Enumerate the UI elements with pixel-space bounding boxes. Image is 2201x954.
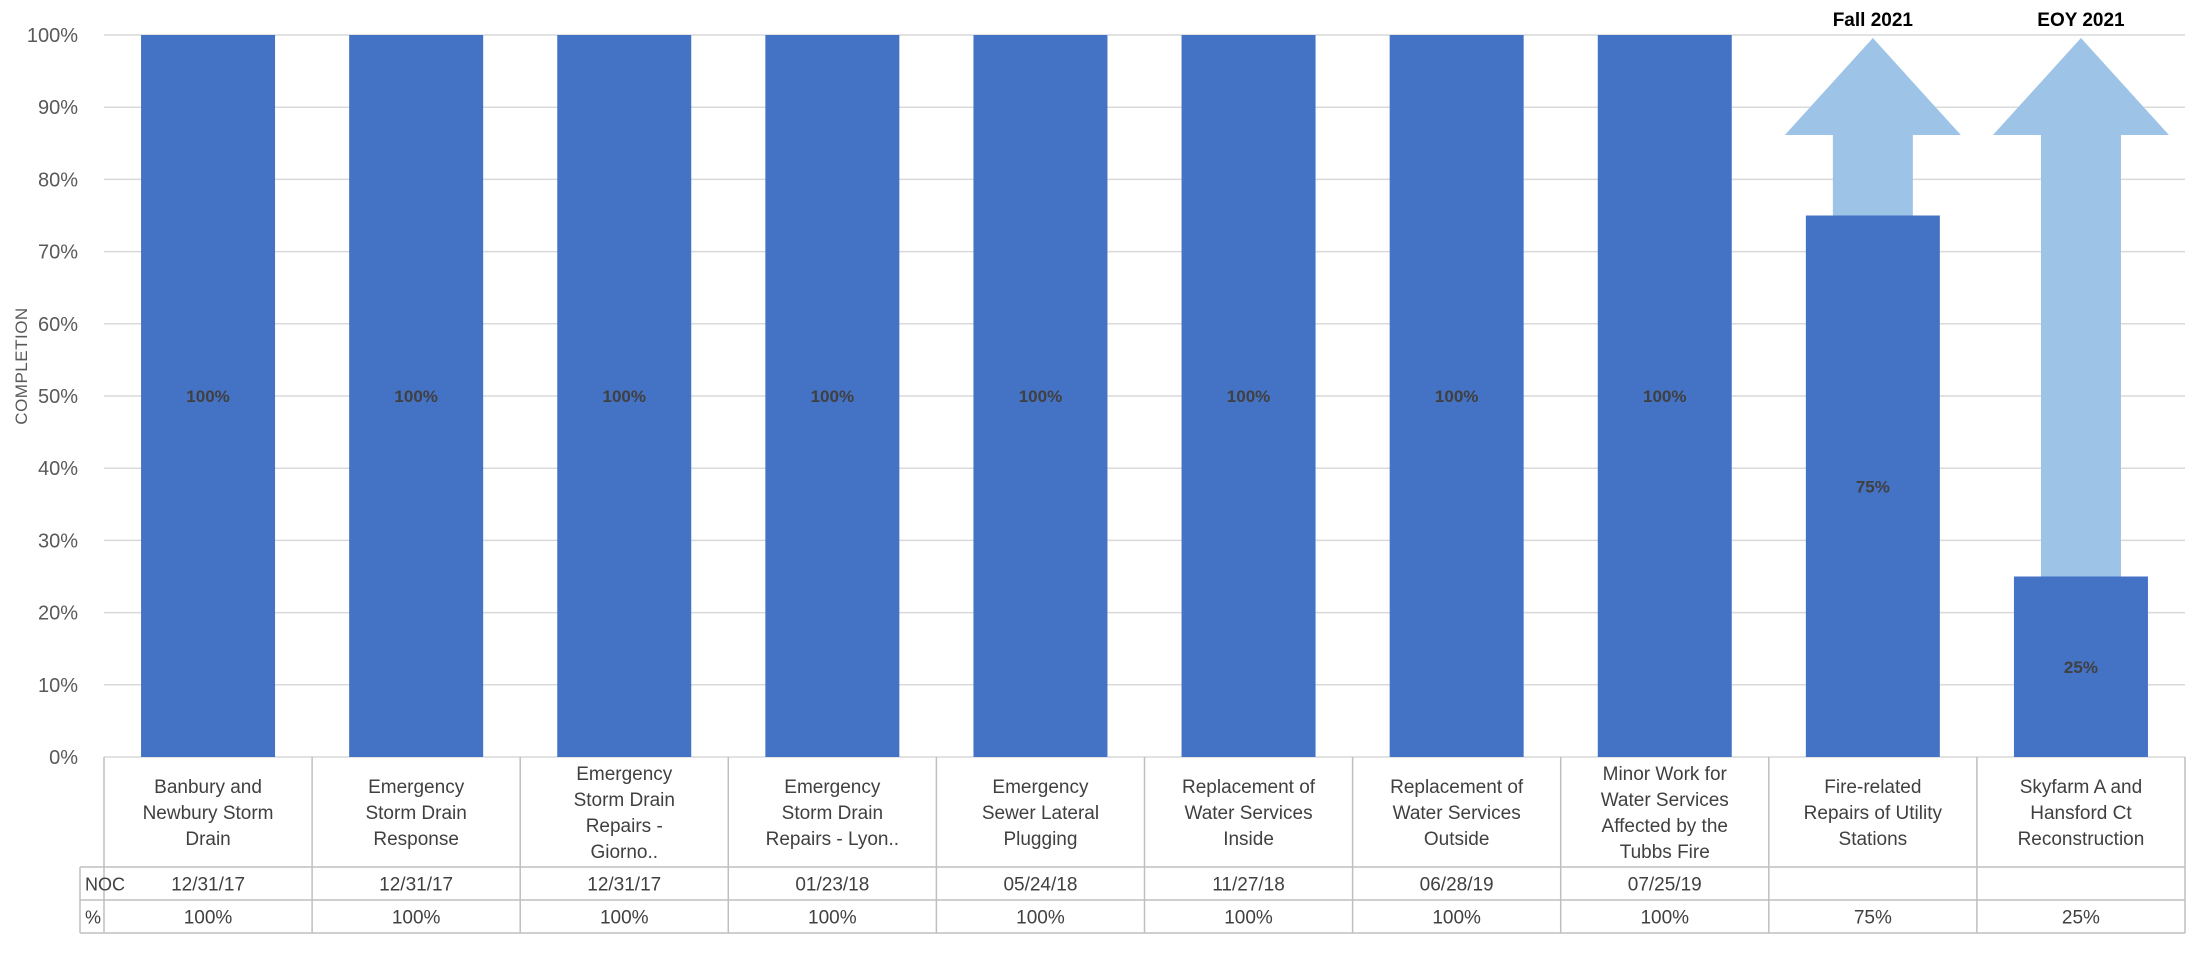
x-category-label: Tubbs Fire [1620,842,1710,863]
y-tick-label: 30% [38,530,78,552]
x-category-label: Replacement of [1390,777,1524,798]
x-category-label: Repairs of Utility [1804,803,1943,824]
x-category-label: Reconstruction [2018,829,2145,850]
table-cell: 100% [184,908,233,929]
bar [1389,35,1524,757]
y-tick-label: 50% [38,386,78,408]
bar-data-label: 100% [1227,387,1270,406]
y-axis-title: COMPLETION [12,307,31,424]
bar-data-label: 100% [1019,387,1062,406]
table-cell: 100% [1224,908,1273,929]
bar-data-label: 100% [1435,387,1478,406]
x-category-label: Replacement of [1182,777,1316,798]
table-cell: 100% [1432,908,1481,929]
x-category-label: Emergency [992,777,1089,798]
x-category-label: Repairs - [586,816,663,837]
y-tick-label: 60% [38,314,78,336]
x-category-label: Plugging [1003,829,1077,850]
progress-arrow [1784,38,1961,216]
table-cell: 100% [1016,908,1065,929]
table-cell: 05/24/18 [1003,875,1077,896]
arrow-target-label: EOY 2021 [2037,10,2125,31]
x-category-label: Fire-related [1824,777,1921,798]
bar-data-label: 100% [811,387,854,406]
bar [349,35,484,757]
bar-data-label: 75% [1856,477,1890,496]
bar [1181,35,1316,757]
table-cell: 25% [2062,908,2100,929]
bar [1805,215,1940,757]
y-tick-label: 20% [38,603,78,625]
x-category-label: Outside [1424,829,1489,850]
x-category-label: Giorno.. [590,842,658,863]
x-category-label: Stations [1839,829,1908,850]
table-cell: 100% [1640,908,1689,929]
bar [557,35,692,757]
bar [1597,35,1732,757]
x-category-label: Storm Drain [574,790,675,811]
bar-data-label: 100% [1643,387,1686,406]
table-cell: 75% [1854,908,1892,929]
x-category-label: Storm Drain [365,803,466,824]
x-category-label: Hansford Ct [2030,803,2132,824]
bar-data-label: 100% [186,387,229,406]
x-category-label: Storm Drain [782,803,883,824]
x-category-label: Emergency [368,777,465,798]
y-tick-label: 100% [27,25,78,47]
x-category-label: Banbury and [154,777,262,798]
progress-arrow [1992,38,2169,577]
x-category-label: Repairs - Lyon.. [766,829,899,850]
table-cell: 100% [392,908,441,929]
y-tick-label: 90% [38,97,78,119]
table-cell: 100% [808,908,857,929]
x-category-label: Water Services [1184,803,1312,824]
x-category-label: Skyfarm A and [2020,777,2143,798]
table-cell: 12/31/17 [379,875,453,896]
table-cell: 12/31/17 [587,875,661,896]
x-category-label: Affected by the [1602,816,1728,837]
x-category-label: Minor Work for [1603,764,1728,785]
bar [765,35,900,757]
x-category-label: Water Services [1601,790,1729,811]
x-category-label: Inside [1223,829,1274,850]
x-category-label: Drain [185,829,230,850]
y-tick-label: 10% [38,675,78,697]
x-category-label: Newbury Storm [143,803,274,824]
bar-data-label: 25% [2064,658,2098,677]
table-row-header: NOC [85,875,125,895]
table-cell: 11/27/18 [1212,875,1285,896]
bar-data-label: 100% [603,387,646,406]
table-cell: 100% [600,908,649,929]
arrow-target-label: Fall 2021 [1833,10,1914,31]
y-tick-label: 80% [38,169,78,191]
x-category-label: Response [373,829,459,850]
y-tick-label: 40% [38,458,78,480]
table-cell: 06/28/19 [1420,875,1494,896]
bar [2013,576,2148,757]
x-category-label: Emergency [784,777,881,798]
bar-data-label: 100% [394,387,437,406]
table-cell: 01/23/18 [795,875,869,896]
table-row-header: % [85,908,101,928]
y-tick-label: 0% [49,747,78,769]
x-category-label: Emergency [576,764,673,785]
table-cell: 07/25/19 [1628,875,1702,896]
bar [973,35,1108,757]
x-category-label: Sewer Lateral [982,803,1099,824]
y-tick-label: 70% [38,242,78,264]
x-category-label: Water Services [1393,803,1521,824]
bar [141,35,276,757]
table-cell: 12/31/17 [171,875,245,896]
